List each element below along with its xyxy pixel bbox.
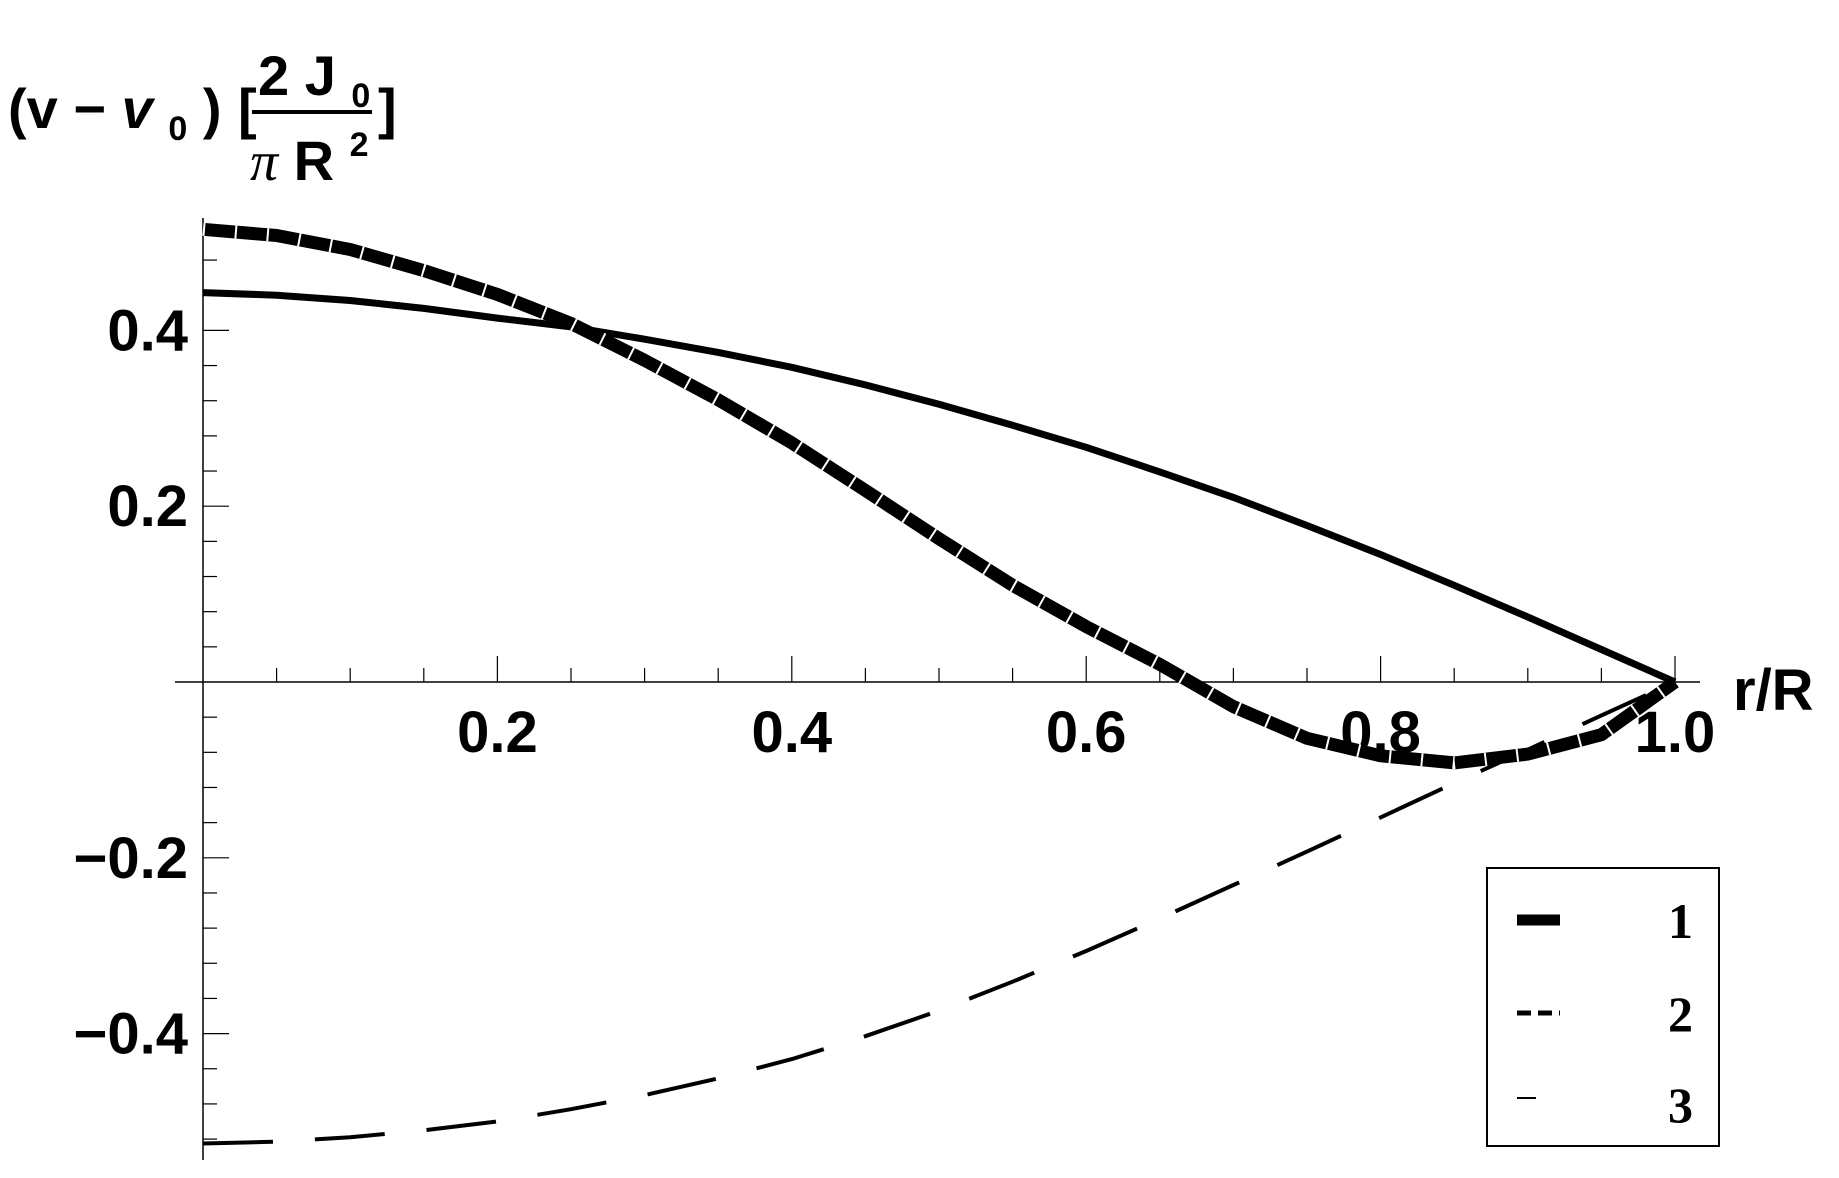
y-tick-label: −0.4	[74, 1002, 189, 1067]
legend: 1 2 3	[1486, 867, 1720, 1147]
x-tick-label: 0.2	[457, 700, 538, 765]
y-tick-label: −0.2	[74, 826, 189, 891]
y-title-minus: −	[73, 77, 106, 140]
series-2-line	[202, 680, 1676, 1146]
y-axis-title: (v − v 0 ) [ 2 J 0 π R 2 ]	[8, 44, 397, 193]
y-title-denominator-pi: π	[250, 131, 280, 193]
series-1-line	[202, 222, 1679, 770]
y-tick-label: 0.4	[107, 298, 188, 363]
legend-label-1: 1	[1668, 893, 1693, 949]
series-layer	[202, 222, 1679, 1146]
x-tick-label: 1.0	[1635, 700, 1716, 765]
y-title-open-bracket: [	[238, 77, 257, 140]
axes: 0.2 0.4 0.6 0.8 1.00.40.2−0.2−0.4	[74, 218, 1716, 1160]
y-title-numerator: 2 J	[258, 44, 336, 107]
series-3-line	[202, 289, 1677, 686]
y-tick-label: 0.2	[107, 474, 188, 539]
x-axis-title: r/R	[1733, 658, 1814, 723]
x-tick-label: 0.4	[751, 700, 832, 765]
y-title-numerator-sub: 0	[351, 77, 370, 115]
y-title-close-paren: )	[203, 77, 222, 140]
legend-label-3: 3	[1668, 1077, 1693, 1133]
y-title-denominator-sup: 2	[350, 126, 369, 164]
svg-text:2 J 0: 2 J 0	[258, 44, 370, 115]
y-title-v0-sub: 0	[168, 110, 187, 148]
svg-text:(v − v: (v − v 0 )	[8, 77, 221, 152]
legend-label-2: 2	[1668, 986, 1693, 1042]
svg-text:π R 2: π R 2	[250, 126, 369, 193]
y-title-v0: v	[122, 77, 156, 140]
y-title-close-bracket: ]	[378, 77, 397, 140]
y-title-denominator-R: R	[294, 129, 334, 192]
x-tick-label: 0.6	[1046, 700, 1127, 765]
legend-box	[1486, 867, 1720, 1147]
y-title-prefix: (v	[8, 77, 58, 140]
